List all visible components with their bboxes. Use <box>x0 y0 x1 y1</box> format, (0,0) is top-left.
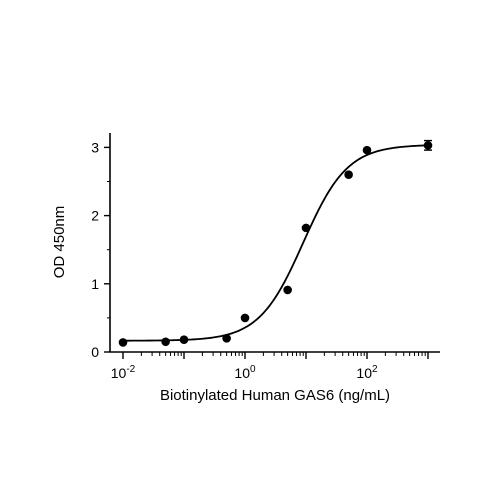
fit-curve-layer <box>123 144 429 342</box>
y-tick-label: 1 <box>91 276 99 292</box>
y-tick-label: 3 <box>91 139 99 155</box>
data-point <box>161 337 170 347</box>
x-tick-label: 10-2 <box>111 364 136 381</box>
data-point <box>362 145 372 155</box>
x-ticks-layer: 10-2 100 102 <box>111 352 429 381</box>
fit-curve-line <box>123 144 429 342</box>
y-tick-label: 2 <box>91 208 99 224</box>
data-points-layer <box>118 139 433 347</box>
data-point <box>222 334 231 343</box>
x-tick-label: 100 <box>234 364 256 381</box>
y-ticks-layer: 0 1 2 3 <box>91 139 110 360</box>
data-point <box>423 141 433 150</box>
x-axis-title: Biotinylated Human GAS6 (ng/mL) <box>160 387 390 404</box>
x-tick-label: 102 <box>356 364 378 381</box>
y-tick-label: 0 <box>91 344 99 360</box>
data-point <box>344 170 353 179</box>
data-point <box>301 223 311 233</box>
axes-layer <box>109 133 440 353</box>
data-point <box>283 285 292 295</box>
y-axis-title: OD 450nm <box>51 206 68 279</box>
data-point <box>179 335 189 345</box>
data-point <box>240 313 250 323</box>
data-point <box>118 338 128 347</box>
